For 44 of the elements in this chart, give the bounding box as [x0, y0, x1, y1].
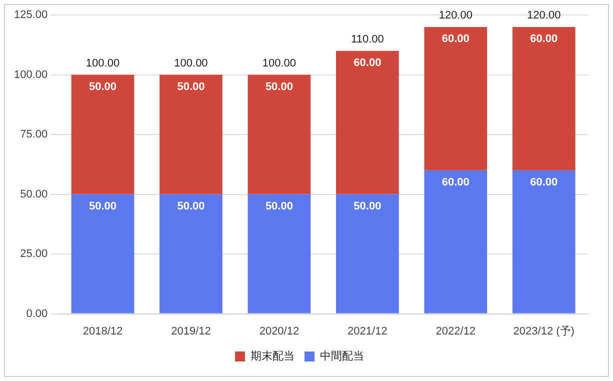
data-label: 50.00 — [177, 80, 205, 93]
total-label: 110.00 — [351, 33, 384, 46]
data-label: 50.00 — [88, 80, 117, 93]
data-label: 50.00 — [88, 200, 117, 212]
data-label: 60.00 — [354, 56, 382, 69]
bar — [424, 170, 488, 314]
x-tick-label: 2020/12 — [259, 325, 300, 338]
bar — [336, 50, 399, 194]
bar — [248, 194, 311, 314]
bar — [512, 170, 576, 314]
data-label: 60.00 — [442, 32, 470, 45]
x-tick-label: 2019/12 — [171, 325, 211, 338]
legend-label: 中間配当 — [320, 350, 364, 363]
y-tick-label: 25.00 — [20, 248, 48, 260]
data-label: 60.00 — [442, 176, 470, 188]
bar — [424, 26, 488, 170]
total-label: 120.00 — [527, 9, 561, 22]
legend-label: 期末配当 — [250, 350, 294, 363]
data-label: 50.00 — [177, 200, 205, 212]
y-tick-label: 75.00 — [20, 128, 48, 141]
total-label: 120.00 — [438, 9, 472, 22]
total-label: 100.00 — [262, 57, 296, 70]
bar — [71, 194, 134, 314]
y-tick-label: 125.00 — [14, 9, 48, 22]
total-label: 100.00 — [174, 57, 208, 70]
x-tick-label: 2021/12 — [348, 325, 388, 338]
data-label: 60.00 — [530, 176, 558, 188]
data-label: 50.00 — [265, 80, 293, 93]
bar — [336, 194, 399, 314]
x-tick-label: 2018/12 — [82, 325, 123, 338]
data-label: 60.00 — [530, 32, 558, 45]
total-label: 100.00 — [86, 57, 120, 70]
y-tick-label: 100.00 — [14, 68, 48, 81]
bar — [160, 194, 222, 314]
bar — [160, 74, 222, 194]
data-label: 50.00 — [354, 200, 382, 212]
x-tick-label: 2022/12 — [436, 325, 476, 338]
x-tick-label: 2023/12 (予) — [513, 325, 574, 338]
y-tick-label: 50.00 — [20, 188, 48, 200]
bar — [512, 26, 576, 170]
data-label: 50.00 — [265, 200, 293, 212]
y-tick-label: 0.00 — [26, 308, 48, 320]
bar — [248, 74, 311, 194]
bar — [71, 74, 134, 194]
